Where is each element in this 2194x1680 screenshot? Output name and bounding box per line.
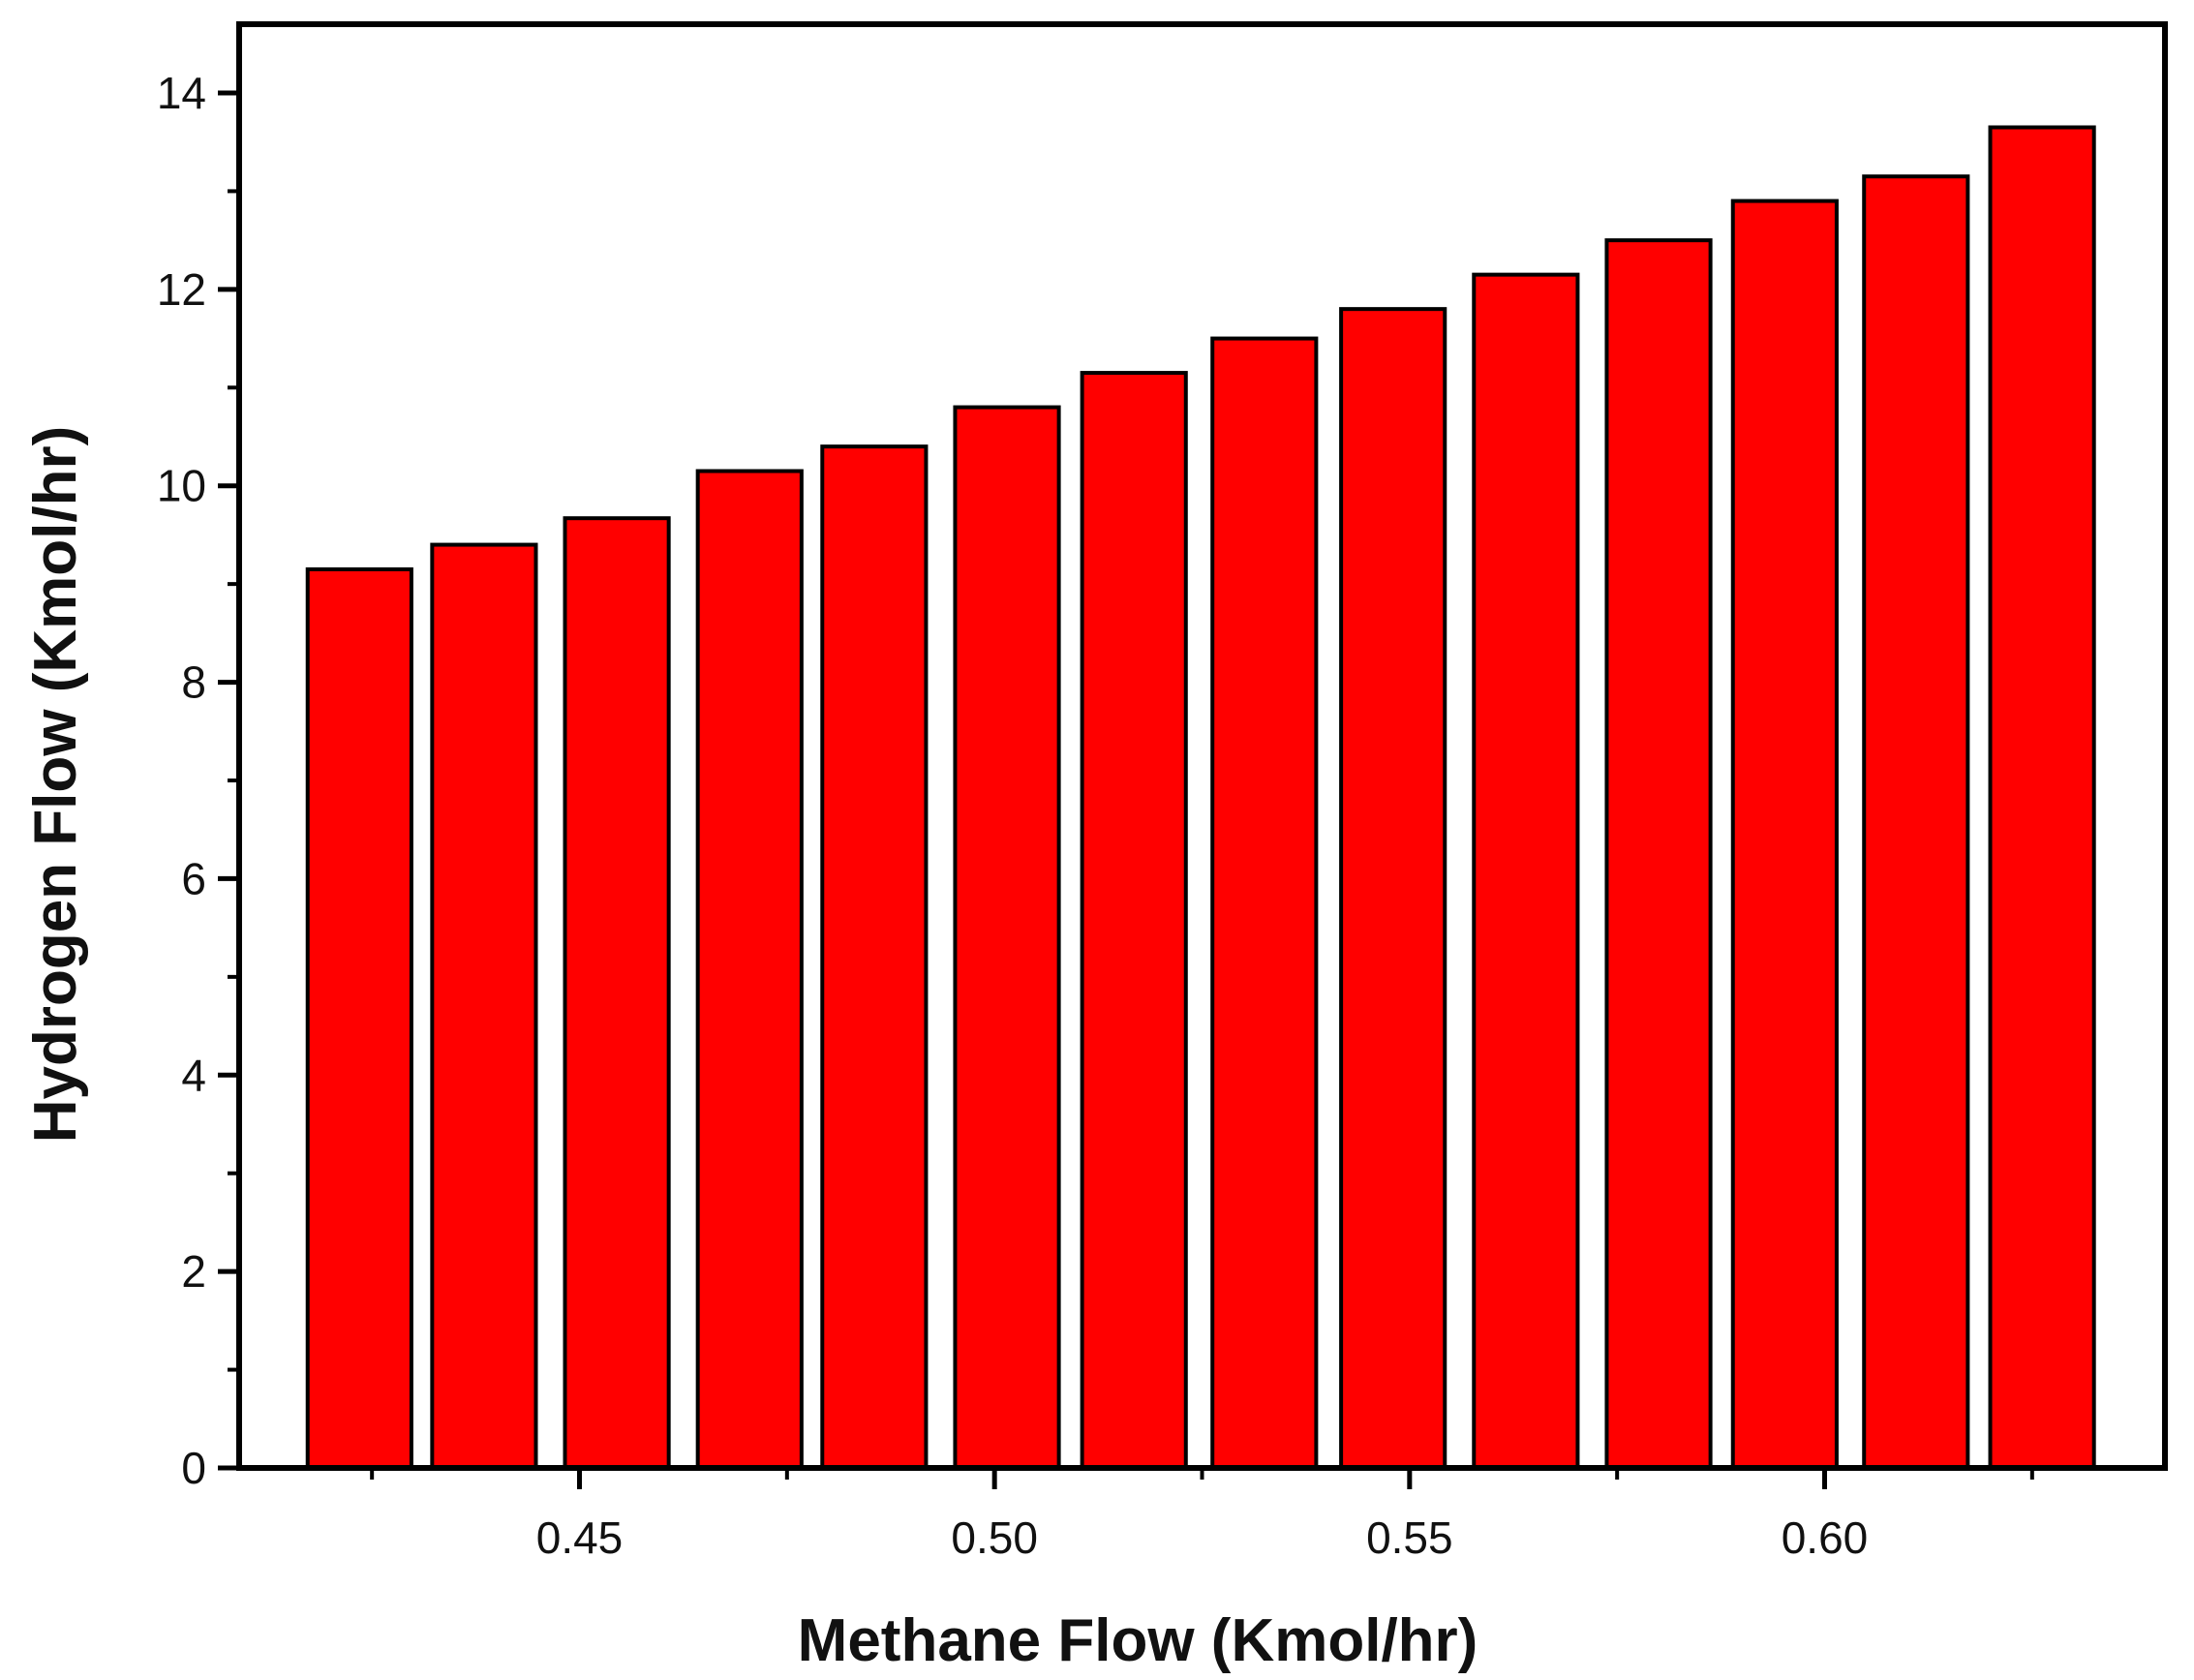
y-tick-label: 6 bbox=[181, 853, 206, 903]
bar-2 bbox=[430, 542, 538, 1470]
bar-1 bbox=[305, 566, 413, 1470]
x-tick-label: 0.50 bbox=[951, 1512, 1038, 1563]
y-tick-label: 4 bbox=[181, 1050, 206, 1100]
bar-3 bbox=[563, 516, 671, 1470]
bar-5 bbox=[820, 444, 929, 1471]
bar-11 bbox=[1604, 238, 1713, 1471]
y-tick-label: 14 bbox=[157, 68, 206, 118]
bar-9 bbox=[1339, 307, 1447, 1471]
bar-13 bbox=[1862, 174, 1970, 1471]
x-axis-title: Methane Flow (Kmol/hr) bbox=[798, 1607, 1478, 1674]
bar-4 bbox=[695, 469, 804, 1470]
bar-8 bbox=[1210, 336, 1319, 1471]
bars-group bbox=[305, 125, 2096, 1471]
bar-6 bbox=[953, 405, 1061, 1471]
ticks-group: 0 2 4 6 8 10 12 14 0.45 0.50 0.55 0.60 bbox=[157, 68, 2034, 1563]
bar-7 bbox=[1080, 371, 1188, 1471]
y-tick-label: 12 bbox=[157, 264, 206, 315]
bar-10 bbox=[1472, 272, 1580, 1471]
x-tick-label: 0.60 bbox=[1782, 1512, 1869, 1563]
x-tick-label: 0.55 bbox=[1366, 1512, 1453, 1563]
y-tick-label: 10 bbox=[157, 461, 206, 511]
bar-12 bbox=[1730, 199, 1839, 1471]
bar-14 bbox=[1988, 125, 2096, 1470]
y-axis-title: Hydrogen Flow (Kmol/hr) bbox=[22, 426, 89, 1144]
x-tick-label: 0.45 bbox=[536, 1512, 624, 1563]
y-tick-label: 0 bbox=[181, 1443, 206, 1493]
y-tick-label: 8 bbox=[181, 657, 206, 708]
y-tick-label: 2 bbox=[181, 1246, 206, 1297]
